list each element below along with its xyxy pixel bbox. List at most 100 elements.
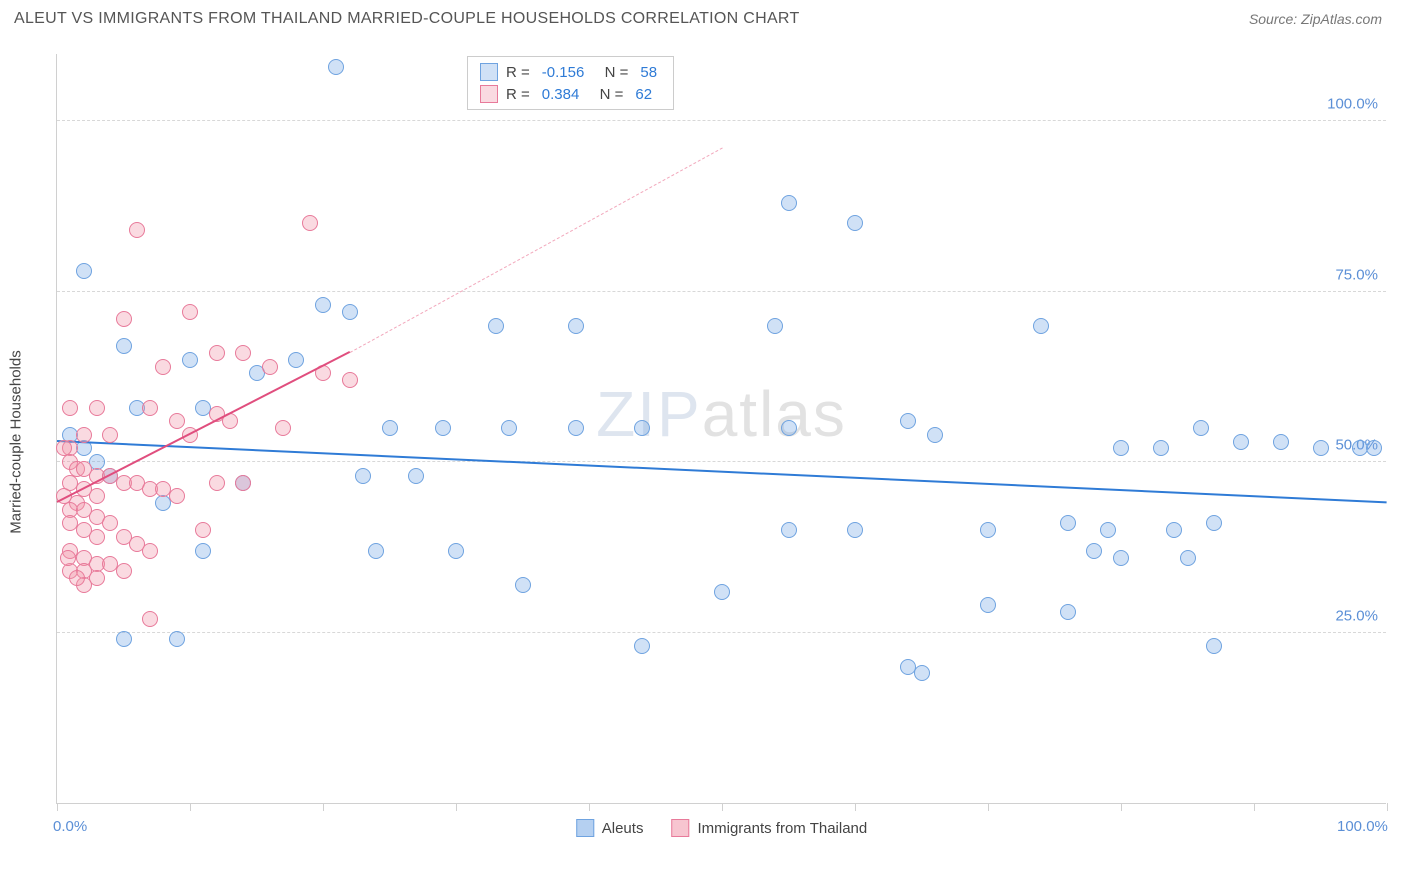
scatter-marker [1153, 440, 1169, 456]
scatter-marker [76, 427, 92, 443]
y-tick-label: 75.0% [1335, 266, 1378, 283]
scatter-marker [209, 345, 225, 361]
stat-N-label: N = [596, 64, 628, 81]
scatter-marker [1233, 434, 1249, 450]
legend-swatch [576, 819, 594, 837]
scatter-marker [169, 488, 185, 504]
scatter-marker [781, 420, 797, 436]
watermark-part1: ZIP [596, 378, 702, 450]
scatter-marker [342, 372, 358, 388]
scatter-marker [155, 359, 171, 375]
gridline-h [57, 120, 1386, 121]
trendline [57, 351, 351, 503]
scatter-marker [1193, 420, 1209, 436]
scatter-marker [142, 611, 158, 627]
scatter-marker [1113, 440, 1129, 456]
scatter-marker [1060, 515, 1076, 531]
stats-row: R = -0.156 N = 58 [468, 61, 673, 83]
x-tick [323, 803, 324, 811]
scatter-marker [435, 420, 451, 436]
scatter-marker [262, 359, 278, 375]
series-swatch [480, 85, 498, 103]
scatter-marker [448, 543, 464, 559]
scatter-marker [195, 522, 211, 538]
scatter-marker [116, 563, 132, 579]
scatter-marker [102, 427, 118, 443]
y-tick-label: 100.0% [1327, 96, 1378, 113]
x-tick [855, 803, 856, 811]
x-tick [190, 803, 191, 811]
scatter-marker [488, 318, 504, 334]
scatter-marker [328, 59, 344, 75]
scatter-marker [302, 215, 318, 231]
scatter-marker [1206, 515, 1222, 531]
scatter-marker [129, 222, 145, 238]
y-axis-title: Married-couple Households [8, 350, 25, 533]
scatter-marker [89, 488, 105, 504]
scatter-marker [1033, 318, 1049, 334]
scatter-marker [60, 550, 76, 566]
scatter-marker [315, 297, 331, 313]
scatter-marker [89, 400, 105, 416]
plot-area: ZIPatlas R = -0.156 N = 58R = 0.384 N = … [56, 54, 1386, 804]
stat-N-label: N = [591, 86, 623, 103]
trendline [349, 148, 722, 353]
scatter-marker [62, 400, 78, 416]
scatter-marker [368, 543, 384, 559]
stat-R-label: R = [506, 86, 530, 103]
gridline-h [57, 632, 1386, 633]
stat-N-value: 62 [635, 86, 652, 103]
y-tick-label: 25.0% [1335, 607, 1378, 624]
chart-container: Married-couple Households ZIPatlas R = -… [44, 42, 1394, 842]
scatter-marker [116, 631, 132, 647]
scatter-marker [275, 420, 291, 436]
chart-title: ALEUT VS IMMIGRANTS FROM THAILAND MARRIE… [14, 10, 800, 28]
watermark-part2: atlas [702, 378, 847, 450]
scatter-marker [76, 263, 92, 279]
scatter-marker [288, 352, 304, 368]
scatter-marker [342, 304, 358, 320]
series-swatch [480, 63, 498, 81]
scatter-marker [634, 420, 650, 436]
scatter-marker [142, 543, 158, 559]
scatter-marker [1313, 440, 1329, 456]
scatter-marker [1166, 522, 1182, 538]
scatter-marker [900, 413, 916, 429]
scatter-marker [142, 400, 158, 416]
legend-label: Aleuts [602, 820, 644, 837]
scatter-marker [781, 195, 797, 211]
stats-row: R = 0.384 N = 62 [468, 83, 673, 105]
scatter-marker [568, 318, 584, 334]
scatter-marker [634, 638, 650, 654]
scatter-marker [501, 420, 517, 436]
scatter-marker [1366, 440, 1382, 456]
scatter-marker [980, 522, 996, 538]
gridline-h [57, 461, 1386, 462]
legend-item: Aleuts [576, 819, 644, 837]
stat-R-value: 0.384 [542, 86, 580, 103]
scatter-marker [235, 345, 251, 361]
x-tick [456, 803, 457, 811]
x-end-label: 0.0% [53, 818, 87, 835]
legend-label: Immigrants from Thailand [697, 820, 867, 837]
scatter-marker [408, 468, 424, 484]
scatter-marker [195, 543, 211, 559]
stat-N-value: 58 [640, 64, 657, 81]
x-end-label: 100.0% [1337, 818, 1388, 835]
scatter-marker [116, 311, 132, 327]
x-tick [589, 803, 590, 811]
scatter-marker [568, 420, 584, 436]
scatter-marker [169, 413, 185, 429]
scatter-marker [235, 475, 251, 491]
scatter-marker [515, 577, 531, 593]
x-tick [988, 803, 989, 811]
bottom-legend: Aleuts Immigrants from Thailand [576, 819, 868, 837]
x-tick [722, 803, 723, 811]
scatter-marker [355, 468, 371, 484]
legend-item: Immigrants from Thailand [671, 819, 867, 837]
scatter-marker [1273, 434, 1289, 450]
scatter-marker [927, 427, 943, 443]
trendline [57, 440, 1387, 503]
scatter-marker [914, 665, 930, 681]
stat-R-value: -0.156 [542, 64, 585, 81]
